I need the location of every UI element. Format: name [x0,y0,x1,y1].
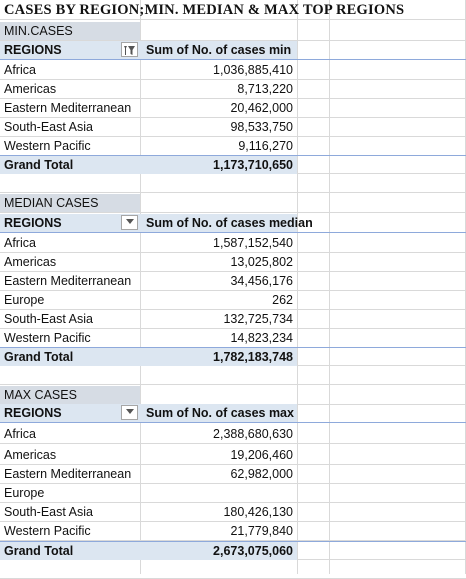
table-row[interactable]: South-East Asia 98,533,750 [0,118,466,137]
table-row[interactable]: Western Pacific 14,823,234 [0,329,466,348]
regions-header-cell[interactable]: REGIONS [0,404,140,422]
value-cell: 19,206,460 [230,448,293,462]
grand-total-label: Grand Total [0,348,140,366]
region-cell: Western Pacific [4,331,91,345]
regions-header-label: REGIONS [4,43,62,57]
value-cell: 21,779,840 [230,524,293,538]
grand-total-label: Grand Total [0,156,140,174]
value-cell: 98,533,750 [230,120,293,134]
region-cell: Eastern Mediterranean [4,467,132,481]
value-cell: 62,982,000 [230,467,293,481]
value-header-cell[interactable]: Sum of No. of cases min [140,41,297,59]
dropdown-arrow-icon[interactable] [121,215,138,230]
region-cell: Africa [4,63,36,77]
table-row[interactable]: South-East Asia 132,725,734 [0,310,466,329]
value-cell: 180,426,130 [223,505,293,519]
filter-applied-icon[interactable] [121,42,138,57]
regions-header-label: REGIONS [4,406,62,420]
region-cell: Western Pacific [4,524,91,538]
table-row[interactable]: Eastern Mediterranean 20,462,000 [0,99,466,118]
dropdown-arrow-icon[interactable] [121,405,138,420]
region-cell: Eastern Mediterranean [4,274,132,288]
table-row[interactable]: Europe [0,484,466,503]
grand-total-value: 2,673,075,060 [140,542,297,560]
section-label-text: MAX CASES [0,386,140,404]
region-cell: Americas [4,255,57,269]
empty-row[interactable] [0,560,466,579]
table-row[interactable]: Africa 2,388,680,630 [0,425,466,444]
grand-total-value: 1,173,710,650 [140,156,297,174]
table-row[interactable]: Eastern Mediterranean 34,456,176 [0,272,466,291]
grand-total-row[interactable]: Grand Total 2,673,075,060 [0,541,466,560]
regions-header-label: REGIONS [4,216,62,230]
pivot-section-label[interactable]: MAX CASES [0,386,466,405]
region-cell: South-East Asia [4,312,93,326]
table-row[interactable]: Americas 8,713,220 [0,80,466,99]
region-cell: Western Pacific [4,139,91,153]
pivot-header-row: REGIONS Sum of No. of cases median [0,214,466,233]
value-cell: 2,388,680,630 [213,427,293,441]
value-cell: 262 [272,293,293,307]
region-cell: Europe [4,293,45,307]
empty-row[interactable] [0,366,466,385]
value-header-cell[interactable]: Sum of No. of cases max [140,404,297,422]
value-cell: 1,587,152,540 [213,236,293,250]
region-cell: Africa [4,236,36,250]
value-cell: 9,116,270 [238,139,293,153]
region-cell: Americas [4,82,57,96]
column-gridline [329,0,330,574]
value-cell: 8,713,220 [237,82,293,96]
region-cell: South-East Asia [4,505,93,519]
section-label-text: MIN.CASES [0,22,140,40]
table-row[interactable]: Americas 13,025,802 [0,253,466,272]
value-cell: 1,036,885,410 [213,63,293,77]
grand-total-row[interactable]: Grand Total 1,173,710,650 [0,155,466,174]
table-row[interactable]: Africa 1,587,152,540 [0,234,466,253]
value-header-cell[interactable]: Sum of No. of cases median [140,214,313,232]
table-row[interactable]: Western Pacific 9,116,270 [0,137,466,156]
value-cell [140,484,297,502]
section-label-text: MEDIAN CASES [0,194,140,212]
region-cell: South-East Asia [4,120,93,134]
region-cell: Africa [4,427,36,441]
column-gridline [140,0,141,574]
value-cell: 132,725,734 [223,312,293,326]
grand-total-row[interactable]: Grand Total 1,782,183,748 [0,347,466,366]
sheet-title: CASES BY REGION;MIN. MEDIAN & MAX TOP RE… [0,0,466,20]
table-row[interactable]: South-East Asia 180,426,130 [0,503,466,522]
table-row[interactable]: Eastern Mediterranean 62,982,000 [0,465,466,484]
grand-total-value: 1,782,183,748 [140,348,297,366]
region-cell: Europe [4,486,45,500]
table-row[interactable]: Africa 1,036,885,410 [0,61,466,80]
pivot-section-label[interactable]: MEDIAN CASES [0,194,466,213]
table-row[interactable]: Western Pacific 21,779,840 [0,522,466,541]
table-row[interactable]: Europe 262 [0,291,466,310]
region-cell: Americas [4,448,57,462]
regions-header-cell[interactable]: REGIONS [0,214,140,232]
value-cell: 34,456,176 [230,274,293,288]
value-cell: 13,025,802 [230,255,293,269]
column-gridline [297,0,298,574]
table-row[interactable]: Americas 19,206,460 [0,446,466,465]
value-cell: 14,823,234 [230,331,293,345]
pivot-header-row: REGIONS Sum of No. of cases max [0,404,466,423]
region-cell: Eastern Mediterranean [4,101,132,115]
value-cell: 20,462,000 [230,101,293,115]
empty-row[interactable] [0,174,466,193]
regions-header-cell[interactable]: REGIONS [0,41,140,59]
pivot-header-row: REGIONS Sum of No. of cases min [0,41,466,60]
pivot-section-label[interactable]: MIN.CASES [0,22,466,41]
grand-total-label: Grand Total [0,542,140,560]
